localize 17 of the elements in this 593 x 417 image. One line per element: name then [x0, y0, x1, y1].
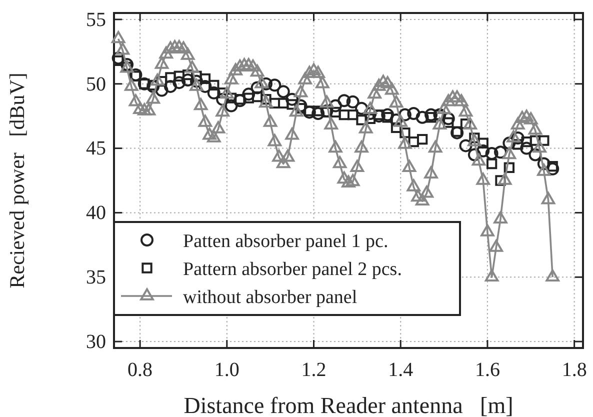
x-tick-label: 1.8	[562, 359, 587, 382]
x-tick-label: 1.2	[301, 359, 326, 382]
y-tick-label: 45	[86, 138, 106, 160]
x-tick-label: 0.8	[128, 359, 153, 382]
y-tick-label: 50	[86, 73, 106, 96]
legend-label: without absorber panel	[183, 287, 358, 308]
legend-label: Patten absorber panel 1 pc.	[183, 231, 388, 252]
y-tick-label: 40	[86, 202, 106, 224]
legend-label: Pattern absorber panel 2 pcs.	[183, 259, 402, 280]
x-tick-label: 1.6	[474, 359, 500, 382]
x-tick-label: 1.0	[214, 359, 240, 382]
x-tick-label: 1.4	[388, 359, 414, 382]
y-tick-label: 30	[86, 330, 106, 353]
y-tick-label: 55	[86, 8, 106, 31]
x-axis-title: Distance from Reader antenna [m]	[184, 393, 514, 417]
y-axis-title: Recieved power [dBuV]	[5, 72, 29, 288]
y-tick-label: 35	[86, 266, 106, 289]
